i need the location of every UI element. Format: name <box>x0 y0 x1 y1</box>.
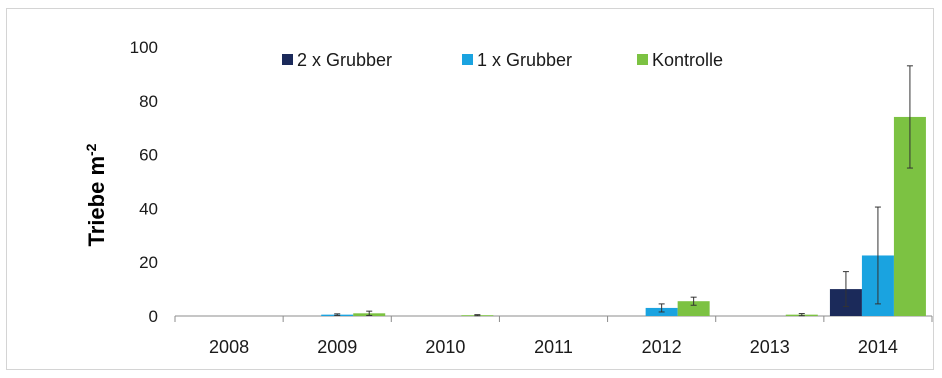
y-tick-label: 20 <box>139 253 158 272</box>
y-tick-label: 60 <box>139 146 158 165</box>
x-tick-label: 2010 <box>425 337 465 357</box>
legend-label: 2 x Grubber <box>297 50 392 70</box>
x-tick-label: 2009 <box>317 337 357 357</box>
y-axis-label: Triebe m-2 <box>83 143 109 246</box>
legend-swatch <box>462 54 473 65</box>
chart-frame <box>6 8 934 370</box>
legend-label: 1 x Grubber <box>477 50 572 70</box>
x-tick-label: 2008 <box>209 337 249 357</box>
bar-kontrolle-2012 <box>677 301 710 316</box>
x-tick-label: 2013 <box>750 337 790 357</box>
y-axis-label-superscript: -2 <box>83 143 99 156</box>
y-tick-label: 80 <box>139 92 158 111</box>
y-tick-label: 40 <box>139 199 158 218</box>
y-axis-label-text: Triebe m <box>84 156 109 246</box>
y-tick-label: 0 <box>149 307 158 326</box>
legend-swatch <box>637 54 648 65</box>
x-tick-label: 2011 <box>534 337 573 357</box>
legend-label: Kontrolle <box>652 50 723 70</box>
legend-swatch <box>282 54 293 65</box>
x-tick-label: 2012 <box>642 337 682 357</box>
y-tick-label: 100 <box>130 38 158 57</box>
x-tick-label: 2014 <box>858 337 898 357</box>
